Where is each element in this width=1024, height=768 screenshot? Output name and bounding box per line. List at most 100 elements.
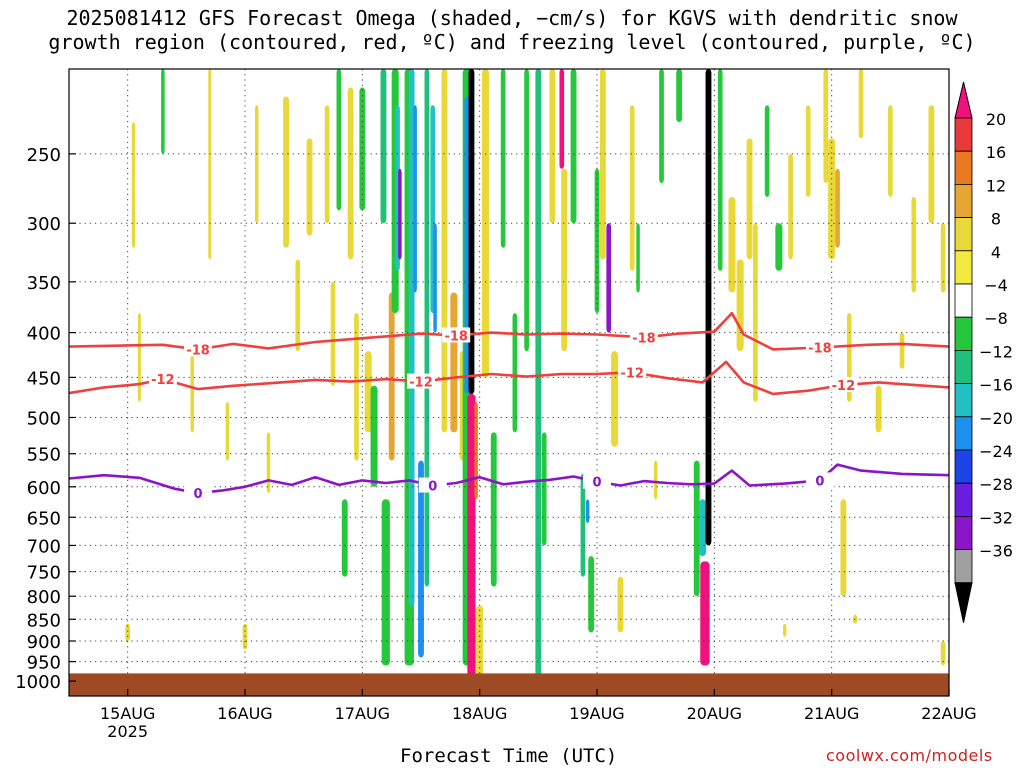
omega-cell xyxy=(418,460,424,658)
omega-cell xyxy=(388,292,395,461)
x-tick-label: 22AUG xyxy=(921,704,976,723)
plot-background xyxy=(69,69,949,696)
x-tick-label: 18AUG xyxy=(452,704,507,723)
omega-cell xyxy=(840,499,847,597)
colorbar-cap-top xyxy=(954,81,973,119)
omega-cell xyxy=(225,401,230,461)
omega-cell xyxy=(561,168,568,352)
omega-cell xyxy=(295,259,301,352)
ground-fill xyxy=(69,673,949,696)
y-tick-label: 900 xyxy=(27,632,61,653)
contour-label-bg xyxy=(148,371,177,387)
y-tick-label: 500 xyxy=(27,408,61,429)
contour-label: 0 xyxy=(194,487,203,502)
colorbar-label: 4 xyxy=(991,243,1001,262)
omega-cell xyxy=(570,69,577,224)
omega-cell xyxy=(413,105,417,293)
omega-cell xyxy=(693,460,700,597)
y-tick-label: 300 xyxy=(27,214,61,235)
contour-label: -12 xyxy=(620,366,644,381)
omega-cell xyxy=(330,281,336,386)
omega-cell xyxy=(828,138,836,260)
y-tick-label: 800 xyxy=(27,587,61,608)
omega-cell xyxy=(500,69,506,248)
omega-cell xyxy=(700,561,710,666)
plot-frame xyxy=(68,68,950,697)
contour-line xyxy=(69,311,949,351)
y-tick-label: 950 xyxy=(27,653,61,674)
colorbar-segment xyxy=(954,549,973,584)
contour-label-bg xyxy=(407,373,435,389)
omega-cell xyxy=(359,87,366,211)
omega-cell xyxy=(408,69,415,606)
omega-cell xyxy=(490,432,497,587)
title-line-1: 2025081412 GFS Forecast Omega (shaded, −… xyxy=(66,6,958,30)
x-tick-label: 15AUG xyxy=(100,704,155,723)
omega-cell xyxy=(433,223,437,333)
omega-cell xyxy=(788,153,793,260)
colorbar-segment xyxy=(954,383,973,418)
colorbar-segment xyxy=(954,250,973,285)
contour-label-bg xyxy=(442,327,471,343)
omega-cell xyxy=(617,576,624,633)
omega-cell xyxy=(728,196,736,293)
contour-label-bg xyxy=(184,341,213,357)
omega-cell xyxy=(588,556,595,633)
omega-cell xyxy=(254,105,259,224)
omega-cell xyxy=(823,69,829,184)
contour-label: -18 xyxy=(444,329,468,344)
omega-cell xyxy=(599,69,606,260)
omega-cell xyxy=(125,623,131,642)
colorbar-label: −24 xyxy=(979,442,1013,461)
omega-cell xyxy=(266,432,271,494)
contour-label-bg xyxy=(805,472,834,488)
contour-label: -18 xyxy=(808,342,832,357)
omega-cell xyxy=(336,69,342,211)
y-tick-label: 850 xyxy=(27,610,61,631)
omega-cell xyxy=(753,223,758,402)
omega-cell xyxy=(380,69,387,224)
y-tick-label: 400 xyxy=(27,324,61,345)
omega-cell xyxy=(467,393,476,678)
grid-lines xyxy=(69,69,949,696)
omega-cell xyxy=(940,223,946,293)
colorbar-segment xyxy=(954,316,973,351)
omega-cell xyxy=(559,69,565,169)
omega-cell xyxy=(381,499,390,666)
omega-cell xyxy=(468,69,475,394)
y-tick-label: 250 xyxy=(27,145,61,166)
colorbar-segment xyxy=(954,217,973,252)
y-axis: 2503003504004505005506006507007508008509… xyxy=(15,145,76,693)
omega-cell xyxy=(450,292,458,433)
title-line-2: growth region (contoured, red, ºC) and f… xyxy=(48,30,976,54)
omega-cell xyxy=(858,69,864,139)
x-tick-label: 20AUG xyxy=(687,704,742,723)
omega-cell xyxy=(746,138,753,260)
colorbar: 20 16 12 8 4 −4 −8 −12 −16 −20 −24 −28 −32 −36 xyxy=(954,81,1013,623)
contour-label-bg xyxy=(829,376,858,392)
omega-cell xyxy=(899,332,905,369)
omega-cell xyxy=(208,69,212,260)
omega-cell xyxy=(398,168,402,260)
x-tick-label: 19AUG xyxy=(569,704,624,723)
colorbar-label: −16 xyxy=(979,376,1013,395)
contour-label-bg xyxy=(418,477,447,493)
omega-cell xyxy=(717,69,723,271)
contour-label: -12 xyxy=(832,379,856,394)
colorbar-segment xyxy=(954,117,973,152)
contour-label-bg xyxy=(184,485,213,501)
colorbar-segment xyxy=(954,482,973,517)
omega-cell xyxy=(928,105,935,224)
omega-cell xyxy=(283,96,289,248)
omega-cell xyxy=(629,105,635,271)
colorbar-label: 12 xyxy=(986,176,1006,195)
x-axis-label: Forecast Time (UTC) xyxy=(400,745,618,767)
x-tick-label: 17AUG xyxy=(335,704,390,723)
colorbar-label: −8 xyxy=(984,309,1008,328)
omega-cell xyxy=(659,69,664,184)
contour-label-bg xyxy=(618,364,647,380)
omega-cell xyxy=(940,641,946,666)
x-tick-label: 16AUG xyxy=(217,704,272,723)
colorbar-label: 20 xyxy=(986,110,1006,129)
